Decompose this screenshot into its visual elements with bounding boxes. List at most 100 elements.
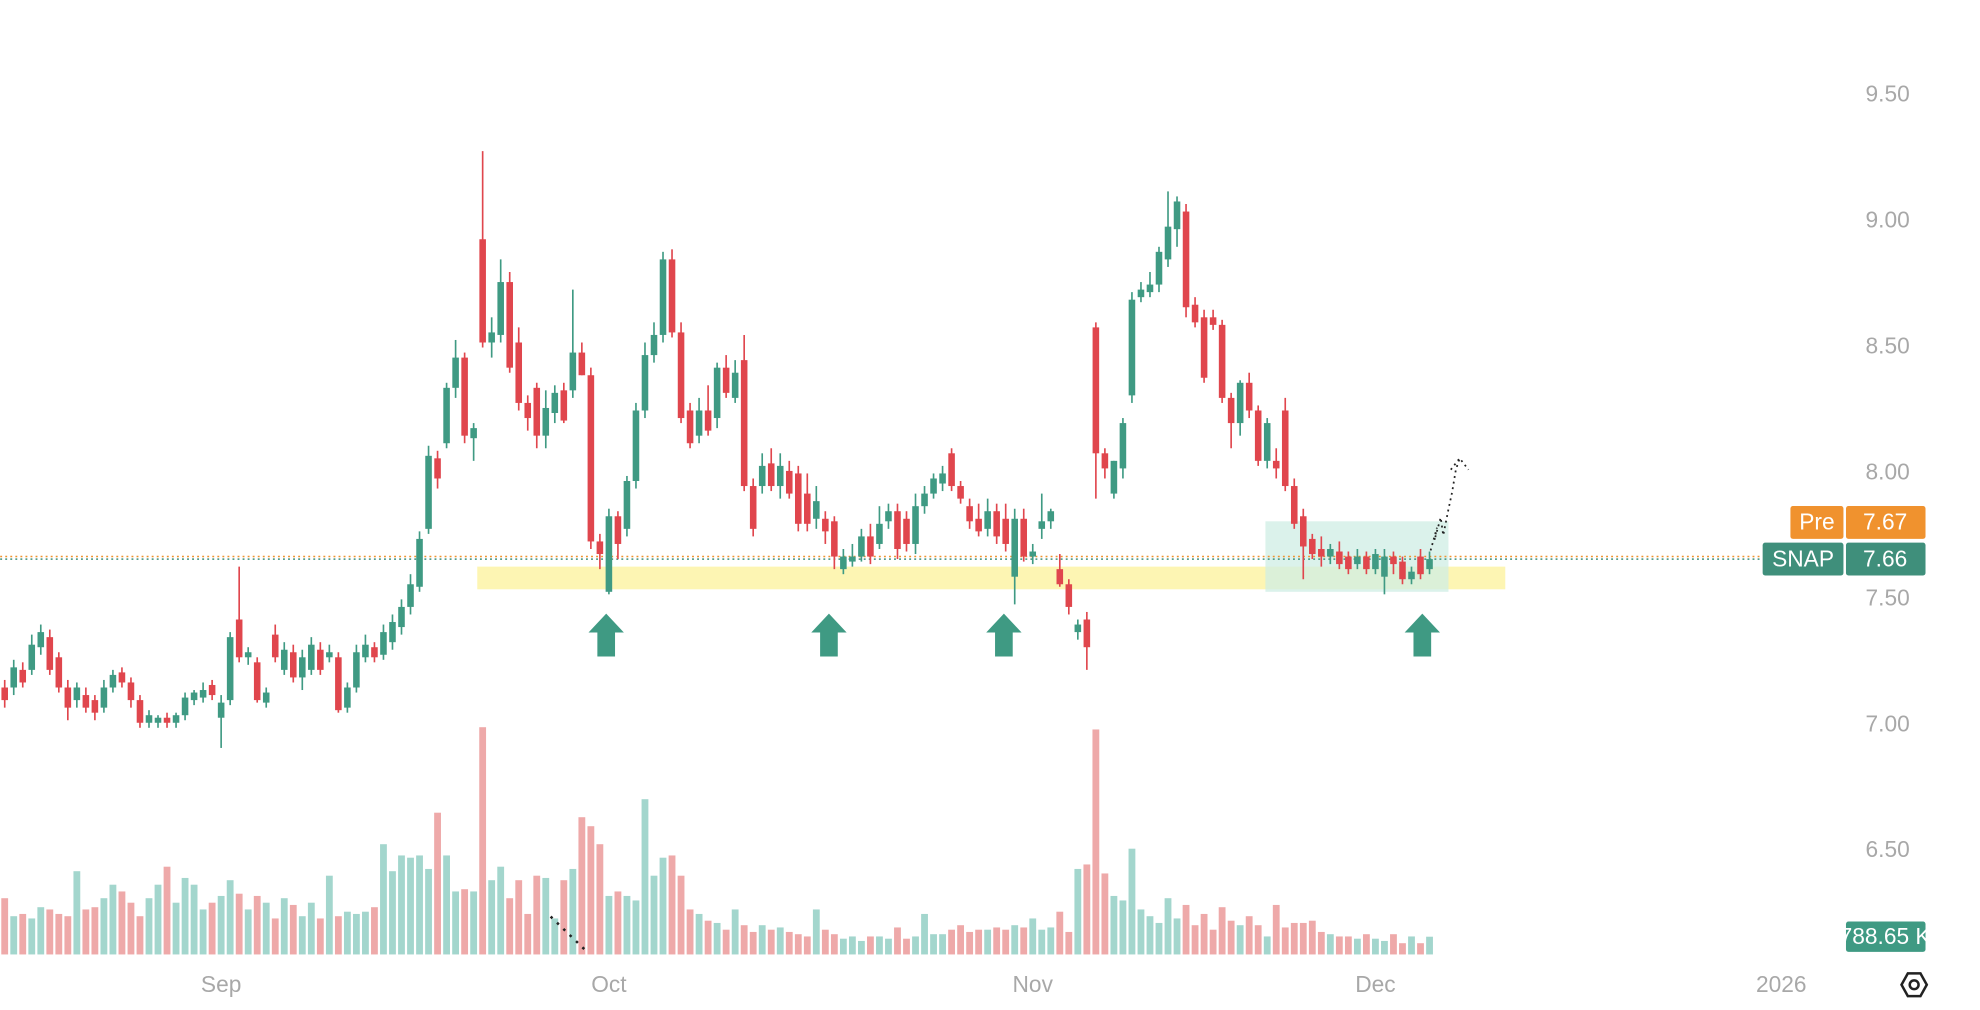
- volume-bar: [614, 891, 622, 955]
- signal-arrow: [1404, 613, 1440, 657]
- volume-bar: [425, 868, 432, 955]
- volume-bar: [55, 913, 63, 955]
- volume-bar: [181, 877, 189, 955]
- x-tick-label: Oct: [591, 971, 627, 997]
- volume-bar: [217, 895, 225, 955]
- candle-body: [858, 536, 865, 557]
- candle-body: [1092, 327, 1100, 454]
- candle-body: [587, 375, 595, 542]
- candle-body: [876, 523, 883, 544]
- volume-bar: [280, 898, 288, 955]
- candle-body: [1408, 571, 1415, 580]
- candle-body: [443, 387, 450, 444]
- volume-bar: [488, 880, 496, 955]
- volume-bar: [434, 812, 441, 955]
- candle-body: [497, 282, 504, 335]
- volume-bar: [362, 911, 369, 955]
- candle-body: [1011, 518, 1018, 577]
- volume-bar: [578, 817, 586, 955]
- volume-bar: [1, 898, 9, 955]
- candle-body: [966, 506, 973, 522]
- candle-body: [163, 717, 171, 723]
- candle-body: [614, 516, 622, 544]
- volume-bar: [1353, 938, 1361, 955]
- volume-bar: [154, 884, 162, 955]
- volume-bar: [479, 727, 487, 955]
- candle-body: [335, 657, 342, 711]
- volume-bar: [244, 909, 252, 955]
- candle-body: [37, 632, 45, 648]
- volume-bar: [957, 925, 965, 955]
- candle-body: [371, 647, 378, 658]
- signal-arrow: [986, 613, 1022, 657]
- volume-bar: [722, 929, 730, 955]
- volume-bar: [416, 855, 423, 955]
- volume-bar: [1047, 927, 1055, 955]
- volume-bar: [371, 907, 378, 955]
- volume-bar: [551, 918, 559, 955]
- volume-bar: [235, 893, 243, 955]
- candle-body: [299, 657, 306, 678]
- candle-body: [1173, 201, 1181, 230]
- candle-body: [1083, 619, 1091, 648]
- volume-bar: [1390, 934, 1397, 955]
- volume-bar: [316, 918, 324, 955]
- volume-bar: [1029, 918, 1037, 955]
- volume-bar: [1173, 918, 1181, 955]
- volume-bar: [839, 938, 847, 955]
- candle-body: [73, 687, 81, 701]
- candle-body: [1372, 554, 1379, 570]
- signal-arrow: [811, 613, 847, 657]
- settings-icon[interactable]: [1900, 972, 1929, 998]
- candle-body: [641, 355, 649, 411]
- candle-body: [831, 521, 838, 557]
- volume-bar: [190, 884, 198, 955]
- candle-body: [1155, 251, 1163, 285]
- volume-bar: [82, 909, 90, 955]
- candle-body: [1245, 382, 1253, 411]
- volume-bar: [1417, 943, 1424, 955]
- volume-bar: [560, 880, 568, 955]
- axes: 6.50 7.00 7.50 8.00 8.50 9.00 9.50 Sep Oct Nov Dec…: [201, 81, 1910, 997]
- candle-body: [317, 649, 324, 670]
- candle-body: [389, 622, 396, 643]
- volume-bar: [1155, 922, 1163, 955]
- volume-bar: [1263, 936, 1271, 955]
- volume-bar: [1308, 920, 1316, 955]
- volume-bar: [930, 934, 937, 955]
- candle-body: [749, 486, 757, 529]
- candle-body: [822, 518, 829, 532]
- volume-bar: [903, 938, 910, 955]
- candle-body: [262, 692, 270, 703]
- volume-bar: [650, 875, 658, 955]
- candle-body: [1029, 551, 1037, 557]
- y-tick-label: 9.50: [1866, 81, 1910, 107]
- projection-arrowhead: [1450, 456, 1470, 471]
- candle-body: [1327, 548, 1334, 557]
- volume-bar: [632, 900, 640, 955]
- volume-bar: [334, 916, 342, 955]
- candle-body: [235, 619, 243, 658]
- volume-bar: [1101, 873, 1109, 955]
- volume-bar: [912, 936, 919, 955]
- x-tick-label: Sep: [201, 971, 241, 997]
- candle-body: [19, 669, 27, 683]
- volume-bar: [1299, 922, 1307, 955]
- volume-bar: [163, 866, 171, 955]
- candle-body: [434, 458, 441, 479]
- candle-body: [280, 649, 288, 670]
- candle-body: [461, 357, 468, 436]
- volume-bar: [867, 936, 874, 955]
- candle-body: [1182, 211, 1190, 308]
- candle-body: [659, 259, 667, 335]
- candle-body: [984, 511, 991, 529]
- candle-body: [668, 259, 676, 333]
- tag-value-box: [1845, 506, 1926, 539]
- volume-bar: [91, 907, 99, 955]
- volume-bar: [389, 871, 396, 955]
- candle-body: [704, 410, 712, 431]
- candle-body: [1281, 410, 1289, 487]
- candle-body: [894, 511, 901, 549]
- volume-bar: [262, 902, 270, 955]
